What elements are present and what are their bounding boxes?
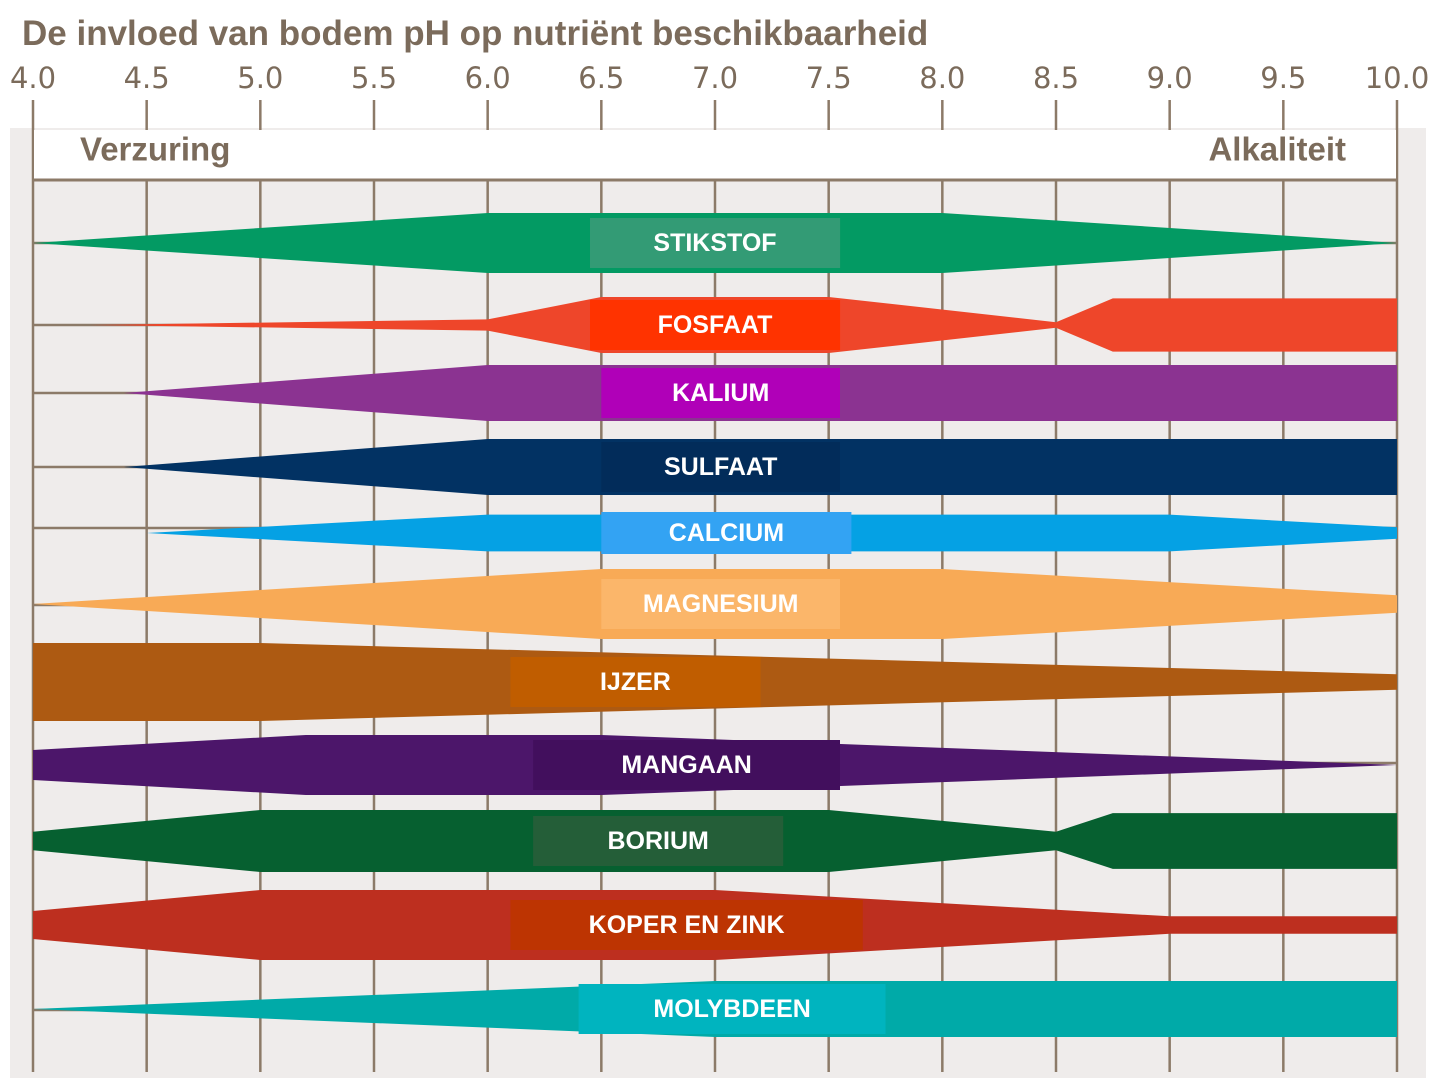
chart-title: De invloed van bodem pH op nutriënt besc… xyxy=(22,14,929,53)
band-label-box xyxy=(601,579,840,629)
x-tick-label: 6.0 xyxy=(465,61,511,95)
band-label-box xyxy=(601,368,840,418)
x-tick-label: 4.5 xyxy=(124,61,170,95)
band-label: SULFAAT xyxy=(664,453,777,481)
x-tick-label: 7.5 xyxy=(806,61,852,95)
band-label: MANGAAN xyxy=(621,751,752,779)
right-annotation: Alkaliteit xyxy=(1208,131,1346,168)
x-tick-label: 5.0 xyxy=(237,61,283,95)
band-label-box xyxy=(578,984,886,1034)
band-label: CALCIUM xyxy=(669,519,784,547)
band-label-box xyxy=(590,218,841,268)
band-label-box xyxy=(533,740,840,790)
x-tick-label: 10.0 xyxy=(1365,61,1430,95)
x-tick-label: 6.5 xyxy=(578,61,624,95)
x-tick-label: 7.0 xyxy=(692,61,738,95)
x-tick-label: 4.0 xyxy=(10,61,56,95)
x-tick-label: 9.5 xyxy=(1260,61,1306,95)
band-label: FOSFAAT xyxy=(658,311,773,339)
band-label: KALIUM xyxy=(672,379,769,407)
x-tick-labels: 4.0 4.5 5.0 5.5 6.0 6.5 7.0 7.5 8.0 8.5 9.0 9.5 10.0 xyxy=(10,61,1429,95)
x-tick-label: 8.0 xyxy=(919,61,965,95)
left-annotation: Verzuring xyxy=(80,131,230,168)
x-tick-label: 5.5 xyxy=(351,61,397,95)
band-label: KOPER EN ZINK xyxy=(589,911,785,939)
band-label-box xyxy=(533,816,784,866)
band-label: MOLYBDEEN xyxy=(653,995,810,1023)
header-strip xyxy=(34,130,1396,180)
band-label-box xyxy=(510,900,863,950)
band-label: BORIUM xyxy=(608,827,709,855)
band-label: MAGNESIUM xyxy=(643,590,799,618)
band-label: IJZER xyxy=(600,668,671,696)
x-tick-label: 8.5 xyxy=(1033,61,1079,95)
band-label-box xyxy=(601,442,840,492)
x-tick-label: 9.0 xyxy=(1147,61,1193,95)
band-label-box xyxy=(510,657,761,707)
band-label-box xyxy=(590,300,841,350)
nutrient-bands: STIKSTOF FOSFAAT KALIUM SULFAAT CALCIUM MAGNE… xyxy=(33,213,1398,1037)
band-label: STIKSTOF xyxy=(653,229,776,257)
band-label-box xyxy=(601,512,852,554)
